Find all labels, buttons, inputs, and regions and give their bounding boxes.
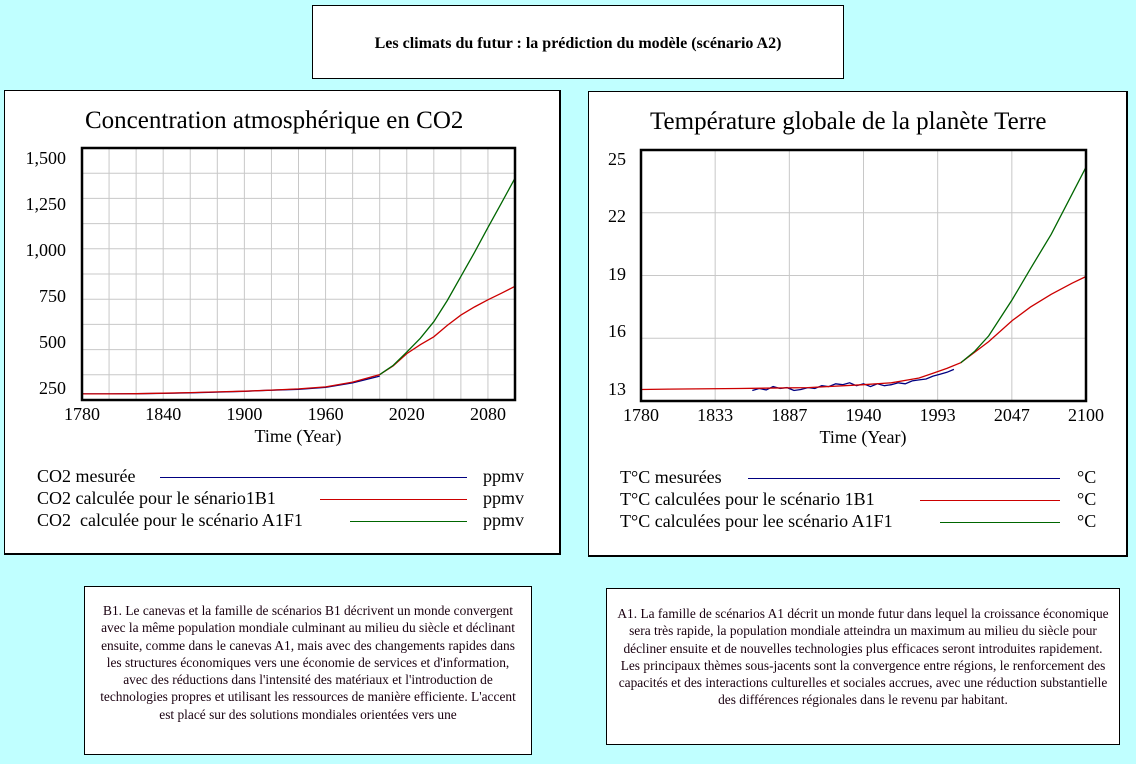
y-tick-label: 13 [608,378,626,399]
legend-unit: °C [1077,511,1097,531]
a1-description-box: A1. La famille de scénarios A1 décrit un… [606,588,1120,745]
legend-unit: °C [1077,489,1097,509]
x-tick-label: 1900 [226,404,263,424]
series-line-1 [82,285,516,395]
x-axis-label: Time (Year) [254,426,342,446]
y-tick-label: 250 [39,377,66,398]
x-tick-label: 2047 [993,405,1030,425]
temp-chart-panel: Température globale de la planète Terre [588,91,1128,557]
x-axis-label: Time (Year) [819,427,907,447]
y-tick-label: 19 [608,263,626,284]
x-tick-label: 2020 [388,404,425,424]
plot-frame [80,146,517,402]
legend-unit: °C [1077,467,1097,487]
y-tick-label: 16 [608,321,626,342]
legend-label: CO2 calculée pour le scénario A1F1 [37,510,303,530]
legend-label: CO2 calculée pour le sénario1B1 [37,488,276,508]
legend-unit: ppmv [483,488,525,508]
x-tick-label: 1780 [623,405,659,425]
plot-frame [639,148,1088,403]
y-tick-label: 750 [39,285,66,306]
b1-description-box: B1. Le canevas et la famille de scénario… [84,586,532,755]
x-tick-label: 2080 [469,404,506,424]
x-tick-label: 1833 [697,405,734,425]
legend-label: CO2 mesurée [37,466,136,486]
y-tick-label: 25 [608,148,626,169]
y-tick-label: 500 [39,331,66,352]
b1-description: B1. Le canevas et la famille de scénario… [100,603,516,722]
legend-line-1 [920,500,1060,501]
y-tick-label: 22 [608,206,626,227]
x-tick-label: 1887 [771,405,808,425]
series-line-1 [640,275,1087,391]
page-title: Les climats du futur : la prédiction du … [374,35,782,52]
temp-chart-title: Température globale de la planète Terre [650,108,1047,135]
legend-unit: ppmv [483,466,525,486]
series-line-2 [960,166,1087,364]
series-line-2 [379,177,516,376]
legend-line-2 [350,521,467,522]
x-tick-label: 2100 [1068,405,1104,425]
legend-unit: ppmv [483,510,525,530]
legend-label: T°C mesurées [620,467,722,487]
y-tick-label: 1,000 [25,239,67,260]
co2-chart-title: Concentration atmosphérique en CO2 [85,107,464,134]
x-tick-label: 1780 [64,404,100,424]
legend-line-0 [160,477,467,478]
legend-label: T°C calculées pour lee scénario A1F1 [620,511,893,531]
x-tick-label: 1960 [307,404,344,424]
y-tick-label: 1,250 [25,193,67,214]
x-tick-label: 1840 [145,404,182,424]
legend-line-1 [320,499,467,500]
a1-description: A1. La famille de scénarios A1 décrit un… [617,606,1109,708]
legend-label: T°C calculées pour le scénario 1B1 [620,489,875,509]
legend-line-0 [748,478,1060,479]
legend-line-2 [940,522,1060,523]
header-box: Les climats du futur : la prédiction du … [312,5,844,79]
y-tick-label: 1,500 [25,147,67,168]
x-tick-label: 1993 [919,405,956,425]
x-tick-label: 1940 [845,405,882,425]
